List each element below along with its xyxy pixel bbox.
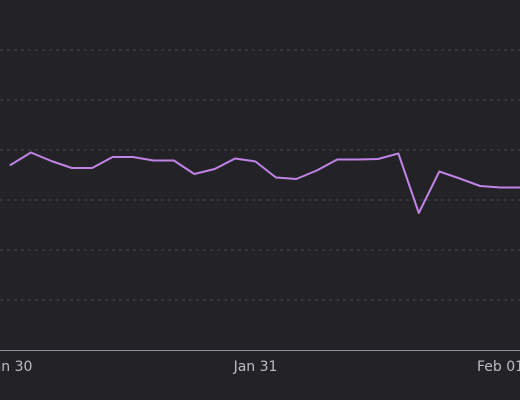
x-tick-label: Jan 30 (0, 359, 32, 375)
x-tick-label: Feb 01 (477, 359, 520, 375)
series-line (9, 151, 520, 214)
series-layer (9, 151, 520, 214)
gridlines (0, 49, 520, 301)
x-tick-labels: Jan 30 Jan 31 Feb 01 (0, 359, 520, 375)
x-tick-label: Jan 31 (233, 359, 278, 375)
